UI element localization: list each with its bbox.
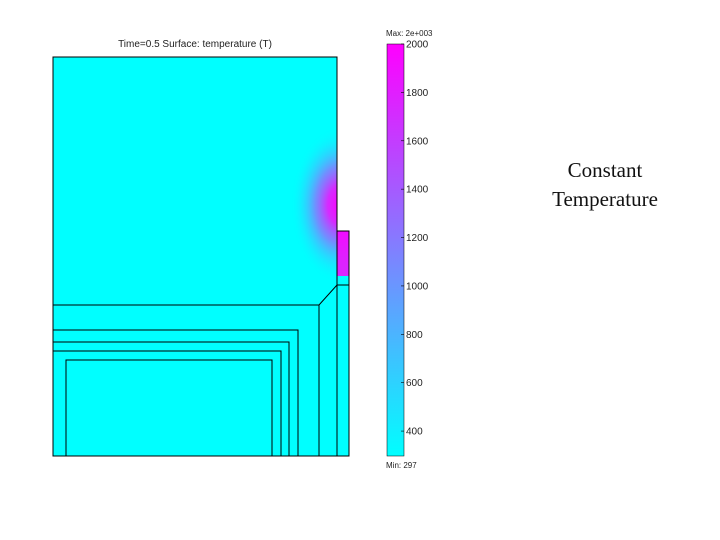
heated-strip [337, 231, 349, 276]
subdomain-boundaries [52, 56, 350, 457]
colorbar-tick-label: 1800 [406, 88, 429, 99]
colorbar-tick-label: 600 [406, 378, 423, 389]
constant-temperature-note: Constant Temperature [530, 156, 680, 214]
note-line-1: Constant [567, 158, 643, 182]
layer-2 [53, 341, 290, 456]
plot-title: Time=0.5 Surface: temperature (T) [118, 39, 272, 50]
colorbar-tick-label: 1400 [406, 185, 429, 196]
colorbar-max-label: Max: 2e+003 [386, 29, 433, 38]
domain-fill [53, 57, 349, 456]
colorbar-tick-label: 800 [406, 330, 423, 341]
colorbar-tick-label: 1000 [406, 281, 429, 292]
colorbar-tick-label: 400 [406, 427, 423, 438]
inner-block [65, 359, 273, 456]
colorbar-ticks: 2000 1800 1600 1400 1200 1000 800 600 400 [401, 40, 429, 438]
surface-domain [52, 56, 350, 457]
note-line-2: Temperature [552, 187, 658, 211]
colorbar: Max: 2e+003 2000 1800 1600 1400 1200 1000 800 6… [386, 29, 433, 470]
colorbar-gradient [386, 43, 405, 457]
outer-boundary [53, 284, 349, 306]
colorbar-tick-label: 1600 [406, 136, 429, 147]
layer-3 [53, 350, 282, 456]
domain-outline [52, 56, 350, 457]
colorbar-tick-label: 1200 [406, 233, 429, 244]
layer-1 [53, 329, 299, 456]
colorbar-min-label: Min: 297 [386, 461, 417, 470]
colorbar-tick-label: 2000 [406, 40, 429, 51]
